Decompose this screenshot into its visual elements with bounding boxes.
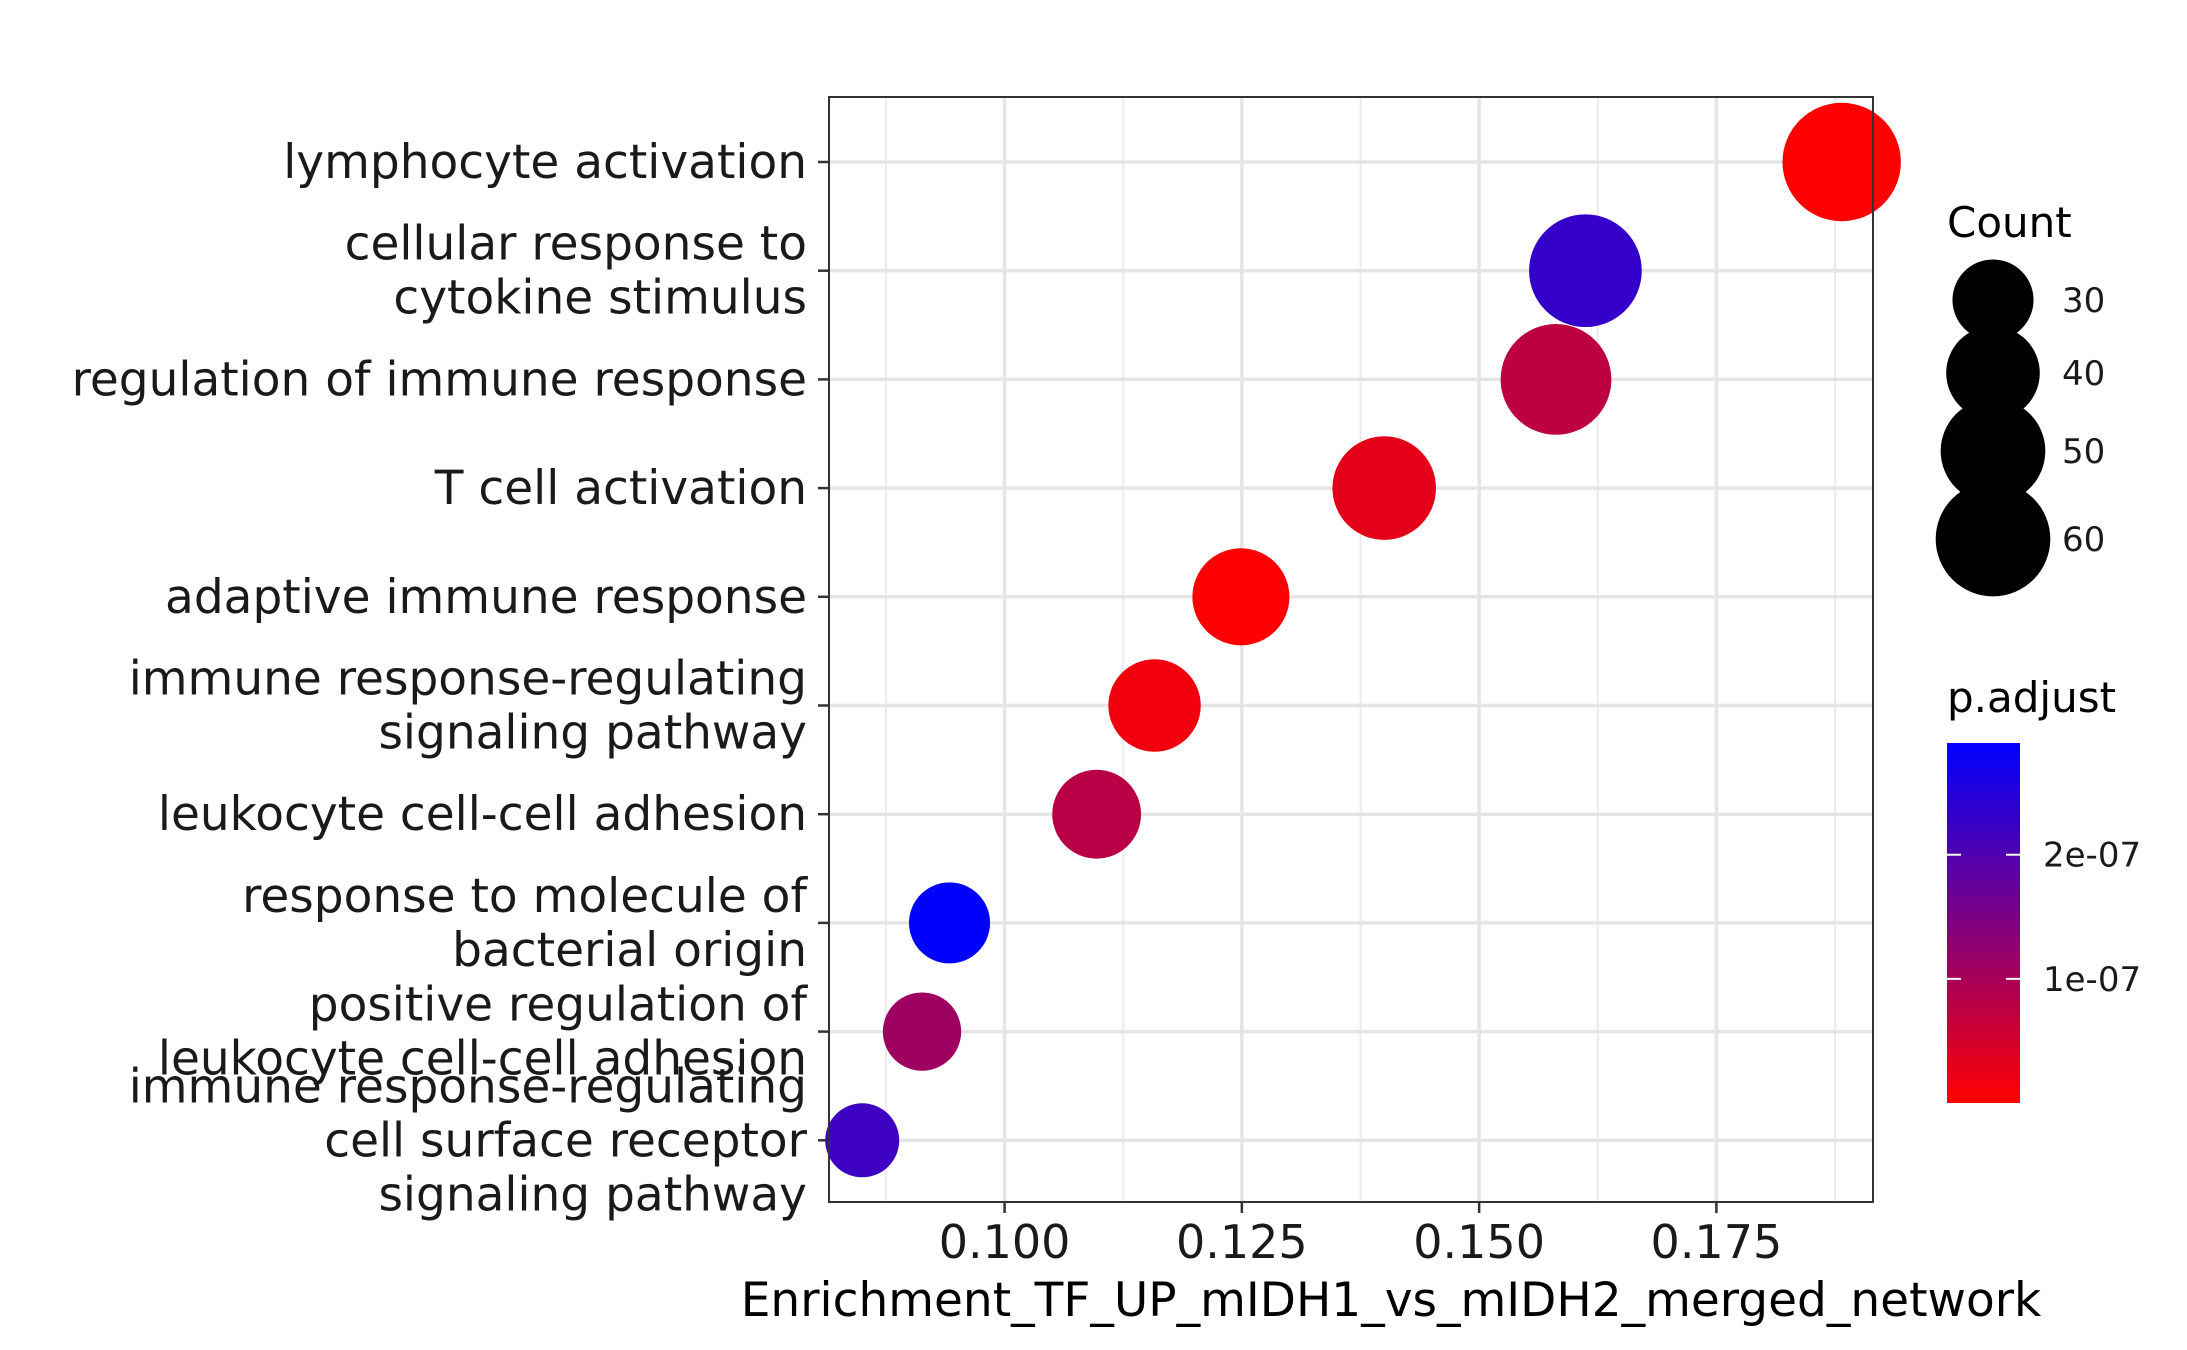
y-tick-label: regulation of immune response (72, 352, 807, 407)
y-tick-label: positive regulation of (309, 978, 809, 1033)
y-tick-label: cytokine stimulus (393, 271, 807, 326)
term-point (1052, 769, 1142, 859)
y-tick-label: leukocyte cell-cell adhesion (158, 787, 807, 842)
y-axis-labels: lymphocyte activation cellular response t… (72, 135, 829, 1222)
p-adjust-legend-title: p.adjust (1947, 673, 2116, 722)
count-legend-title: Count (1947, 198, 2072, 247)
count-legend-label: 60 (2062, 520, 2105, 560)
y-tick-label: immune response-regulating (129, 1059, 807, 1114)
count-legend-key (1946, 326, 2040, 420)
count-legend-key (1952, 259, 2034, 341)
y-tick-label: cellular response to (345, 217, 807, 272)
count-legend-label: 40 (2062, 354, 2105, 394)
y-tick-label: T cell activation (434, 461, 807, 516)
x-tick-label: 0.175 (1651, 1215, 1783, 1269)
term-point (1500, 324, 1612, 435)
x-axis-title: Enrichment_TF_UP_mIDH1_vs_mIDH2_merged_n… (741, 1273, 2042, 1328)
count-legend-key (1935, 481, 2051, 597)
term-point (825, 1103, 900, 1178)
count-legend: Count 30 40 50 60 (1935, 198, 2105, 597)
y-tick-label: signaling pathway (378, 706, 807, 761)
term-point (882, 992, 962, 1071)
count-legend-label: 50 (2062, 432, 2105, 472)
count-legend-key (1940, 398, 2046, 504)
count-legend-label: 30 (2062, 281, 2105, 321)
x-tick-label: 0.125 (1176, 1215, 1308, 1269)
data-points (825, 102, 1901, 1178)
y-tick-label: immune response-regulating (129, 652, 807, 707)
grid-lines (829, 97, 1873, 1202)
y-tick-label: leukocyte cell-cell adhesion (158, 1032, 807, 1087)
term-point (1782, 102, 1901, 222)
term-point (1108, 659, 1201, 752)
term-point (1332, 436, 1437, 540)
x-tick-label: 0.100 (939, 1215, 1071, 1269)
x-axis: 0.100 0.125 0.150 0.175 (939, 1202, 1783, 1269)
x-tick-label: 0.150 (1413, 1215, 1545, 1269)
y-tick-label: response to molecule of (242, 869, 808, 924)
term-point (1529, 214, 1642, 328)
p-adjust-colorbar (1947, 743, 2020, 1103)
term-point (1192, 548, 1290, 646)
y-tick-label: cell surface receptor (324, 1113, 807, 1168)
colorbar-tick-label: 2e-07 (2043, 836, 2141, 876)
y-tick-label: bacterial origin (452, 923, 807, 978)
panel-border (828, 96, 1874, 1203)
term-point (909, 882, 991, 964)
y-tick-label: adaptive immune response (165, 570, 807, 625)
p-adjust-legend: p.adjust 1e-07 2e-07 (1947, 673, 2141, 1103)
colorbar-tick-label: 1e-07 (2043, 960, 2141, 1000)
y-tick-label: signaling pathway (378, 1167, 807, 1222)
y-tick-label: lymphocyte activation (283, 135, 807, 190)
